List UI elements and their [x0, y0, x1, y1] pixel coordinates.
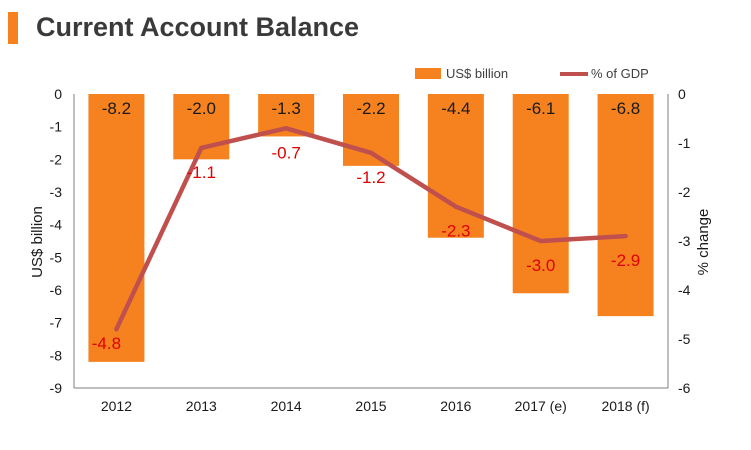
- title-accent-bar: [8, 12, 18, 44]
- x-tick-label: 2013: [186, 398, 217, 414]
- bar: [597, 94, 654, 317]
- bar-value-label: -8.2: [102, 99, 131, 118]
- line-value-label: -4.8: [92, 334, 121, 353]
- y2-tick-label: -2: [678, 184, 691, 200]
- bar: [512, 94, 569, 294]
- chart-axes: 0 -1 -2 -3 -4 -5 -6 -7 -8 -9 0 -1 -2 -3 -4 -5 -6 2012 2013…: [50, 86, 691, 414]
- bar-value-label: -6.8: [611, 99, 640, 118]
- y-tick-label: -8: [50, 347, 63, 363]
- y-axis-title: US$ billion: [29, 206, 46, 278]
- bar-value-label: -2.2: [356, 99, 385, 118]
- x-tick-label: 2016: [440, 398, 471, 414]
- x-tick-label: 2017 (e): [515, 398, 567, 414]
- x-tick-label: 2012: [101, 398, 132, 414]
- legend: US$ billion % of GDP: [415, 66, 649, 81]
- y2-tick-label: -6: [678, 380, 691, 396]
- line-point: [453, 204, 458, 209]
- y-tick-label: -6: [50, 282, 63, 298]
- line-point: [114, 327, 119, 332]
- bar-value-label: -6.1: [526, 99, 555, 118]
- x-tick-label: 2015: [355, 398, 386, 414]
- y2-tick-label: -1: [678, 135, 691, 151]
- legend-line-label: % of GDP: [591, 66, 649, 81]
- x-tick-label: 2018 (f): [601, 398, 649, 414]
- y-tick-label: -5: [50, 249, 63, 265]
- bar-value-label: -1.3: [271, 99, 300, 118]
- line-point: [199, 145, 204, 150]
- line-series: [114, 126, 628, 332]
- line-value-label: -2.3: [441, 222, 470, 241]
- line-point: [284, 126, 289, 131]
- line-value-label: -1.2: [356, 168, 385, 187]
- y-tick-label: -3: [50, 184, 63, 200]
- y2-tick-label: -3: [678, 233, 691, 249]
- line-point: [369, 150, 373, 155]
- line-point: [538, 239, 543, 243]
- y2-axis-title: % change: [695, 209, 712, 276]
- y2-tick-label: 0: [678, 86, 686, 102]
- legend-bar-swatch: [415, 68, 441, 79]
- bar-value-label: -4.4: [441, 99, 470, 118]
- y-tick-label: -2: [50, 151, 63, 167]
- y-tick-label: 0: [54, 86, 62, 102]
- y-tick-label: -4: [50, 217, 63, 233]
- bar-value-label: -2.0: [187, 99, 216, 118]
- x-tick-label: 2014: [271, 398, 302, 414]
- line-value-label: -3.0: [526, 256, 555, 275]
- line-point: [623, 234, 628, 239]
- bar-series: [88, 94, 654, 362]
- bar: [88, 94, 145, 362]
- chart-title: Current Account Balance: [36, 12, 360, 42]
- line-value-label: -0.7: [271, 143, 300, 162]
- y-tick-label: -9: [50, 380, 63, 396]
- legend-bar-label: US$ billion: [446, 66, 508, 81]
- y-tick-label: -1: [50, 119, 63, 135]
- line-value-label: -2.9: [611, 251, 640, 270]
- y2-tick-label: -4: [678, 282, 691, 298]
- data-labels: -8.2 -2.0 -1.3 -2.2 -4.4 -6.1 -6.8 -4.8 -1.1 -0.7…: [92, 99, 640, 353]
- y2-tick-label: -5: [678, 331, 691, 347]
- line-value-label: -1.1: [187, 163, 216, 182]
- y-tick-label: -7: [50, 315, 63, 331]
